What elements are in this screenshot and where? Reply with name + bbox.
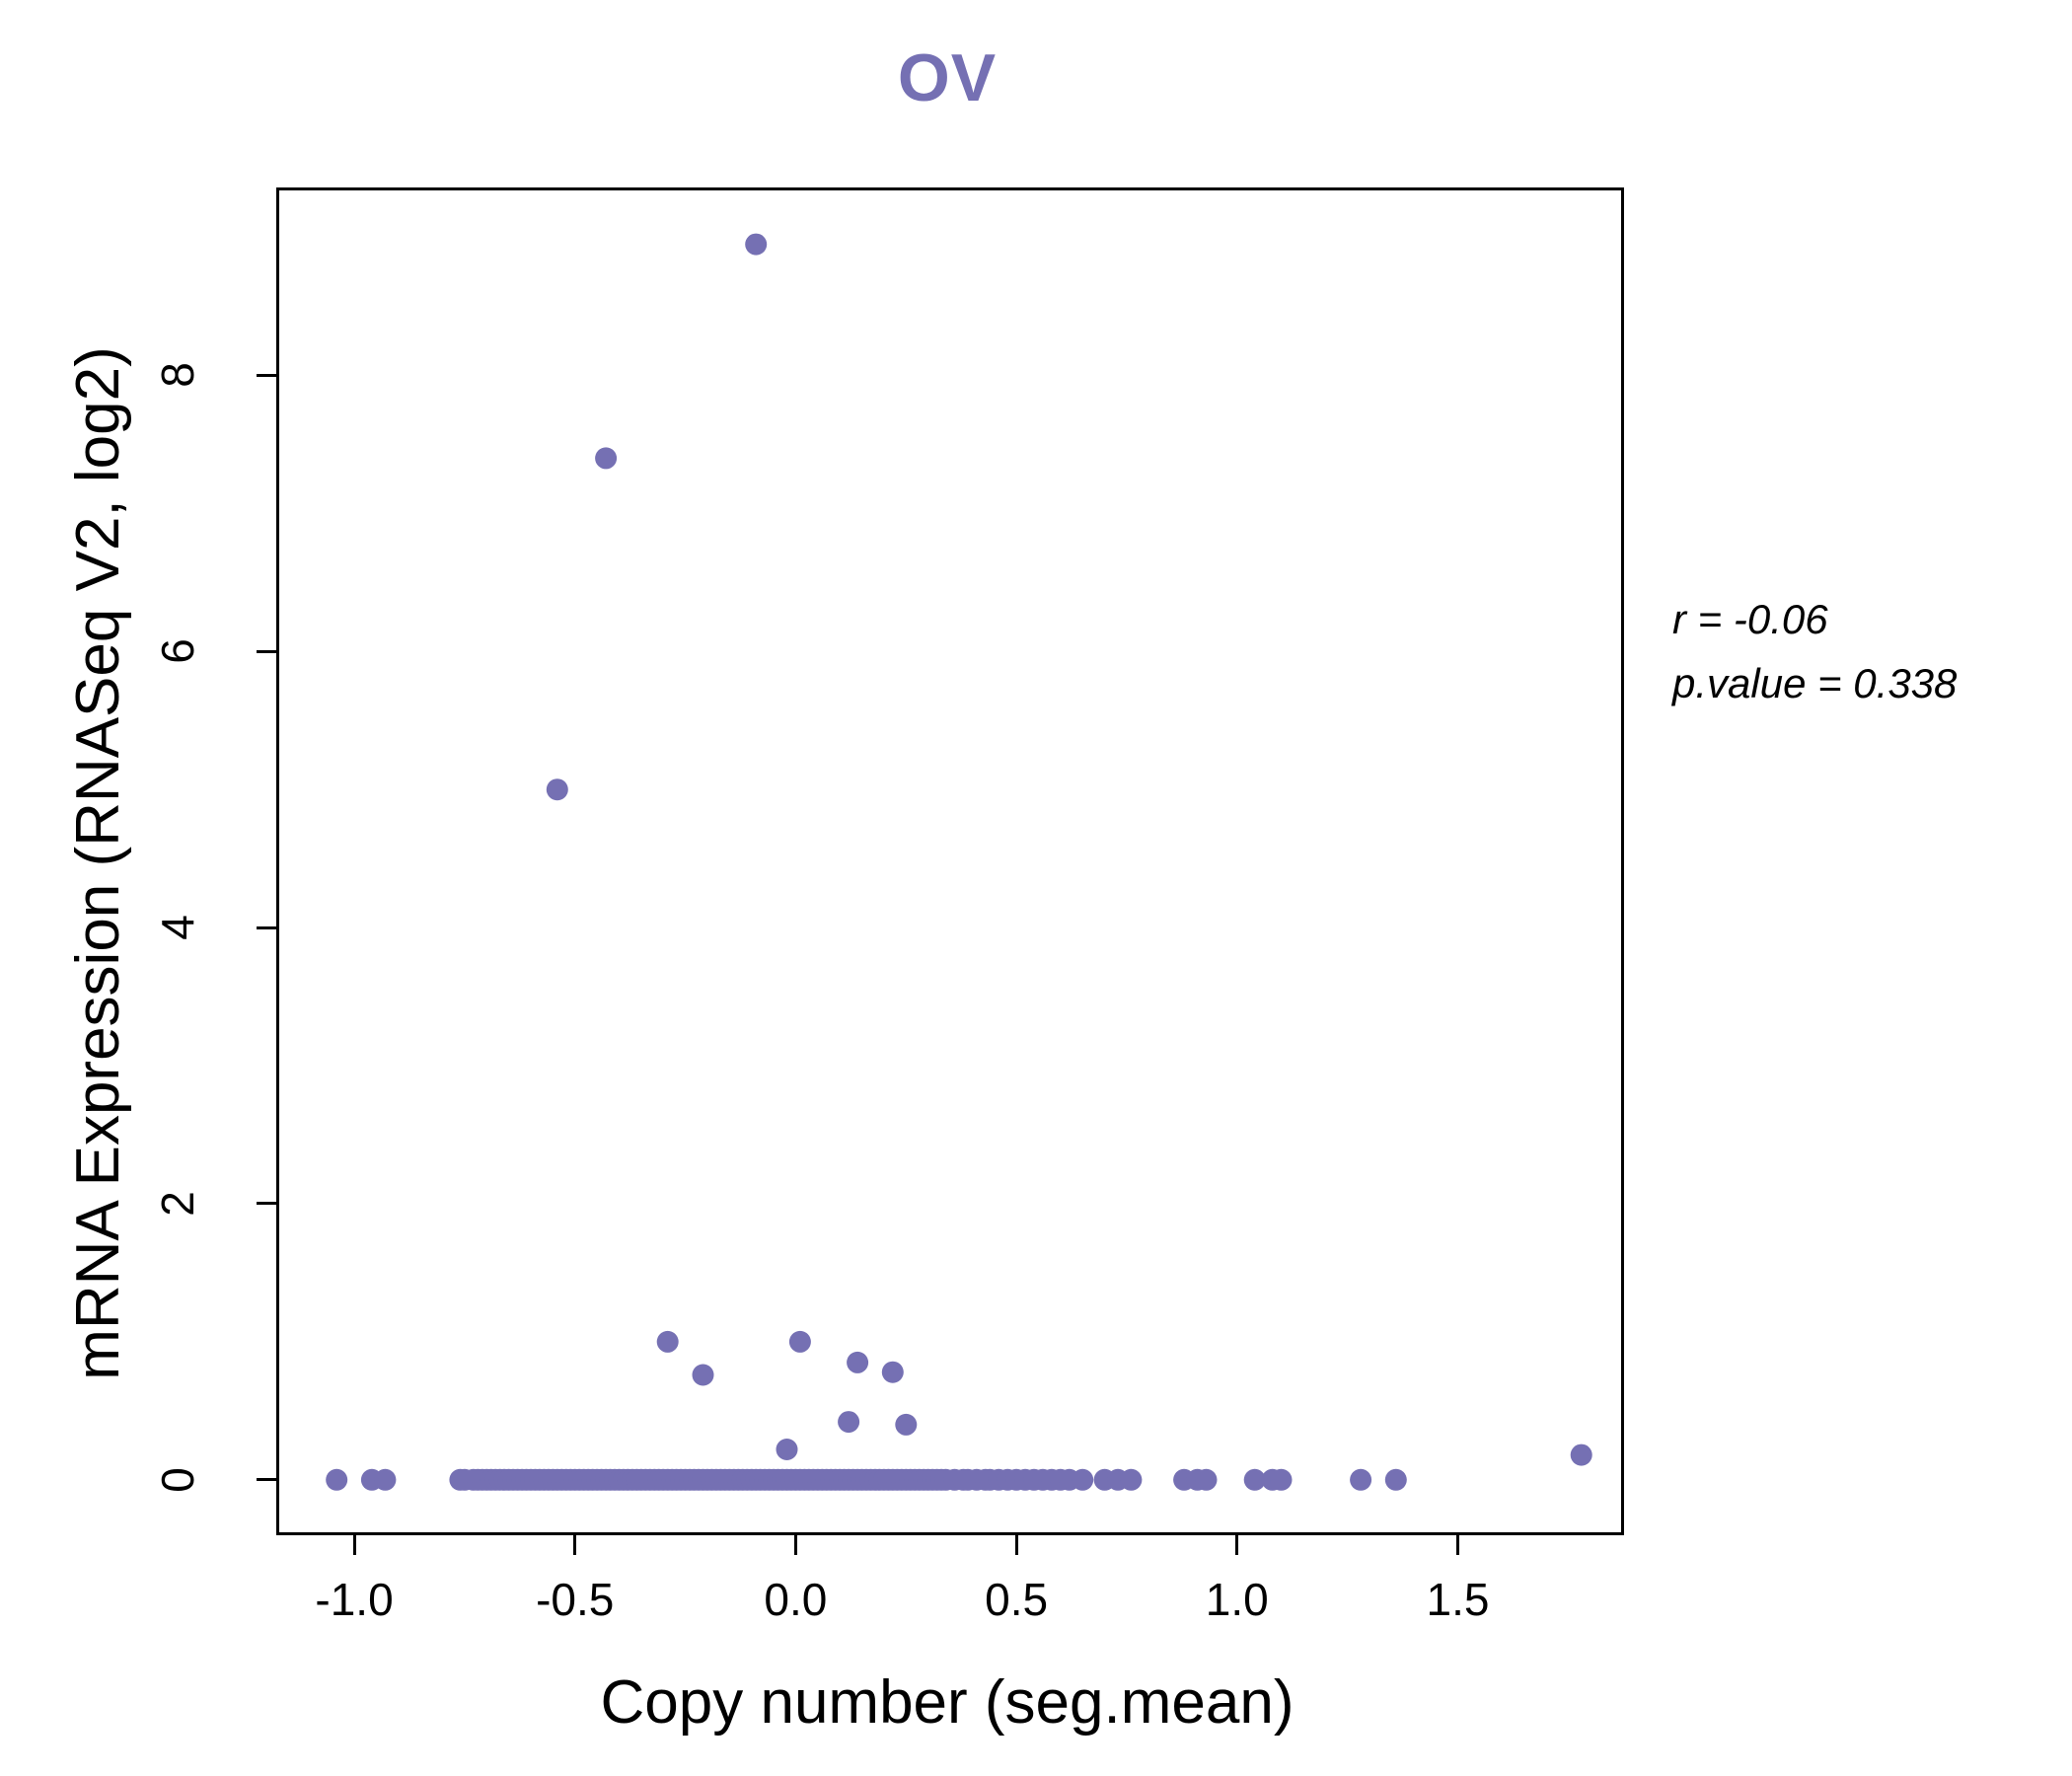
data-point	[838, 1411, 860, 1434]
data-point	[1243, 1468, 1266, 1491]
x-tick-mark	[1455, 1535, 1459, 1555]
data-point	[1270, 1468, 1293, 1491]
x-axis-label: Copy number (seg.mean)	[600, 1668, 1295, 1737]
x-tick-mark	[793, 1535, 797, 1555]
x-tick-label: -1.0	[315, 1574, 394, 1625]
data-point	[1350, 1468, 1372, 1491]
chart-title: OV	[897, 40, 998, 115]
y-tick-mark	[257, 1202, 276, 1206]
data-point	[374, 1468, 397, 1491]
data-point	[1120, 1468, 1143, 1491]
x-tick-mark	[1235, 1535, 1239, 1555]
y-tick-mark	[257, 373, 276, 377]
data-point	[546, 778, 568, 801]
pvalue-text: p.value = 0.338	[1672, 660, 1958, 707]
data-point	[745, 233, 768, 256]
data-point	[1384, 1468, 1407, 1491]
x-tick-mark	[573, 1535, 577, 1555]
y-tick-mark	[257, 649, 276, 653]
x-tick-label: 1.0	[1205, 1574, 1269, 1625]
y-tick-label: 2	[152, 1191, 203, 1217]
data-point	[881, 1361, 904, 1383]
y-tick-label: 0	[152, 1467, 203, 1493]
y-tick-mark	[257, 1478, 276, 1482]
stats-annotation: r = -0.06 p.value = 0.338	[1672, 587, 1957, 715]
y-tick-label: 8	[152, 362, 203, 389]
x-tick-label: 0.5	[985, 1574, 1049, 1625]
data-point	[1195, 1468, 1218, 1491]
data-point	[788, 1330, 811, 1353]
y-tick-label: 4	[152, 915, 203, 940]
data-point	[595, 447, 618, 470]
x-tick-mark	[1014, 1535, 1018, 1555]
x-tick-label: -0.5	[536, 1574, 615, 1625]
y-tick-mark	[257, 925, 276, 929]
data-point	[776, 1439, 798, 1460]
correlation-text: r = -0.06	[1672, 596, 1828, 642]
x-tick-label: 0.0	[764, 1574, 828, 1625]
plot-area	[276, 187, 1624, 1535]
x-tick-mark	[352, 1535, 356, 1555]
x-tick-label: 1.5	[1426, 1574, 1490, 1625]
data-point	[847, 1351, 869, 1373]
data-point	[656, 1330, 679, 1353]
y-axis-label: mRNA Expression (RNASeq V2, log2)	[64, 346, 132, 1380]
scatter-points-layer	[326, 233, 1592, 1491]
data-point	[326, 1468, 348, 1491]
data-point	[1570, 1443, 1592, 1466]
y-tick-label: 6	[152, 638, 203, 665]
data-point	[1072, 1468, 1094, 1491]
data-point	[692, 1364, 714, 1386]
data-point	[895, 1413, 918, 1436]
